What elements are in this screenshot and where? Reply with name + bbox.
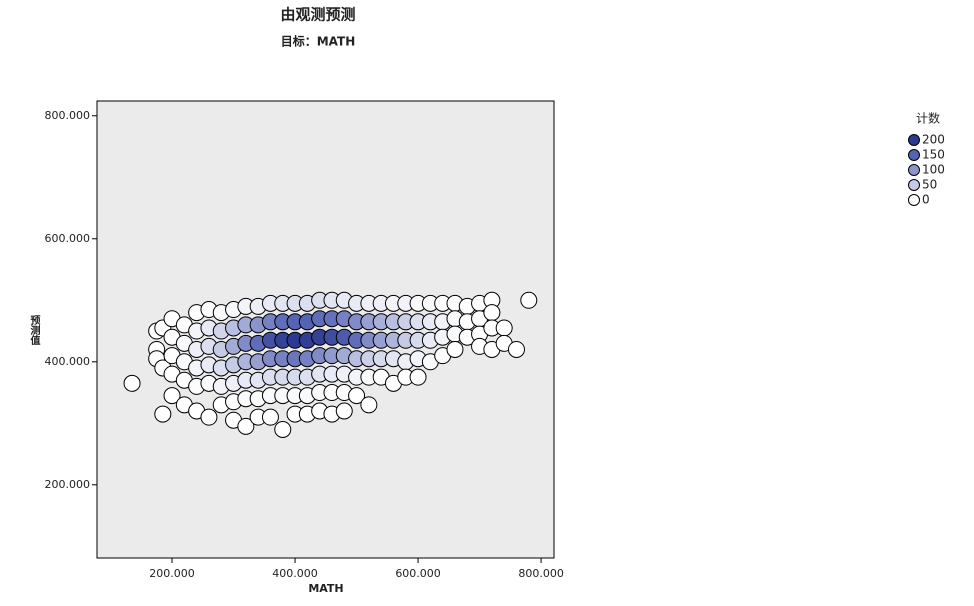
x-tick-label: 800.000: [518, 567, 564, 580]
x-tick-label: 200.000: [149, 567, 195, 580]
legend-marker: [908, 149, 920, 161]
y-axis-label: 预测值: [28, 315, 40, 346]
x-tick-label: 400.000: [272, 567, 318, 580]
y-tick-label: 600.000: [45, 232, 91, 245]
legend-marker: [908, 179, 920, 191]
legend-marker: [908, 134, 920, 146]
point: [335, 402, 353, 420]
y-tick-label: 200.000: [45, 478, 91, 491]
legend-label: 100: [922, 163, 945, 177]
point: [507, 340, 525, 358]
chart-subtitle: 目标：MATH: [281, 34, 356, 49]
x-axis-label: MATH: [308, 582, 343, 595]
point: [409, 368, 427, 386]
point: [360, 396, 378, 414]
point: [200, 408, 218, 426]
legend-label: 150: [922, 148, 945, 162]
y-tick-label: 800.000: [45, 109, 91, 122]
legend-label: 200: [922, 133, 945, 147]
point: [274, 420, 292, 438]
legend-title: 计数: [916, 111, 940, 126]
point: [348, 387, 366, 405]
point: [237, 417, 255, 435]
point: [495, 319, 513, 337]
y-tick-label: 400.000: [45, 355, 91, 368]
point: [446, 340, 464, 358]
point: [123, 374, 141, 392]
point: [261, 408, 279, 426]
legend-marker: [908, 194, 920, 206]
point: [163, 387, 181, 405]
x-tick-label: 600.000: [395, 567, 441, 580]
legend-label: 0: [922, 193, 930, 207]
legend-label: 50: [922, 178, 937, 192]
point: [520, 291, 538, 309]
chart-title: 由观测预测: [280, 6, 355, 24]
point: [154, 405, 172, 423]
point: [483, 304, 501, 322]
legend-marker: [908, 164, 920, 176]
